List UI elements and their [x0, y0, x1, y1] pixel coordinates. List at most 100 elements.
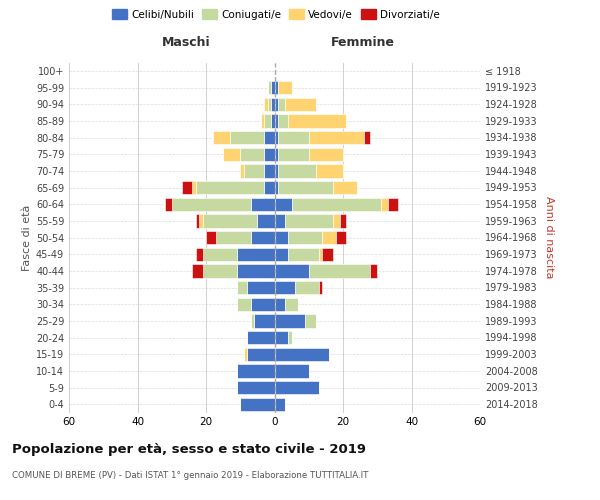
Bar [203, 264, 237, 278]
Bar [275, 364, 309, 378]
Bar [295, 281, 319, 294]
Bar [278, 148, 309, 161]
Bar [196, 214, 199, 228]
Bar [196, 248, 203, 261]
Bar [203, 214, 257, 228]
Bar [247, 348, 275, 361]
Bar [247, 281, 275, 294]
Bar [237, 248, 275, 261]
Bar [316, 164, 343, 177]
Bar [261, 114, 264, 128]
Bar [275, 114, 278, 128]
Bar [278, 131, 309, 144]
Bar [278, 181, 333, 194]
Legend: Celibi/Nubili, Coniugati/e, Vedovi/e, Divorziati/e: Celibi/Nubili, Coniugati/e, Vedovi/e, Di… [108, 5, 444, 24]
Bar [247, 331, 275, 344]
Bar [288, 114, 346, 128]
Bar [254, 314, 275, 328]
Bar [203, 248, 237, 261]
Bar [364, 131, 370, 144]
Bar [305, 314, 316, 328]
Bar [319, 248, 322, 261]
Bar [275, 181, 278, 194]
Bar [285, 214, 333, 228]
Bar [275, 198, 292, 211]
Bar [206, 231, 216, 244]
Bar [309, 148, 343, 161]
Bar [240, 148, 264, 161]
Bar [268, 81, 271, 94]
Bar [251, 198, 275, 211]
Bar [309, 131, 364, 144]
Bar [275, 381, 319, 394]
Bar [288, 248, 319, 261]
Y-axis label: Anni di nascita: Anni di nascita [544, 196, 554, 278]
Bar [172, 198, 251, 211]
Bar [223, 148, 240, 161]
Bar [340, 214, 346, 228]
Bar [275, 98, 278, 111]
Bar [182, 181, 193, 194]
Bar [271, 81, 275, 94]
Bar [275, 331, 288, 344]
Bar [237, 381, 275, 394]
Bar [268, 98, 271, 111]
Bar [275, 164, 278, 177]
Bar [193, 181, 196, 194]
Bar [244, 164, 264, 177]
Bar [240, 398, 275, 411]
Y-axis label: Fasce di età: Fasce di età [22, 204, 32, 270]
Bar [275, 131, 278, 144]
Bar [275, 314, 305, 328]
Bar [264, 148, 275, 161]
Bar [322, 248, 333, 261]
Text: Popolazione per età, sesso e stato civile - 2019: Popolazione per età, sesso e stato civil… [12, 442, 366, 456]
Bar [278, 164, 316, 177]
Bar [275, 231, 288, 244]
Bar [380, 198, 388, 211]
Bar [288, 331, 292, 344]
Bar [237, 298, 251, 311]
Bar [240, 164, 244, 177]
Bar [216, 231, 251, 244]
Bar [278, 81, 292, 94]
Bar [275, 264, 309, 278]
Bar [285, 298, 298, 311]
Bar [309, 264, 370, 278]
Bar [264, 131, 275, 144]
Bar [275, 298, 285, 311]
Bar [230, 131, 264, 144]
Bar [264, 181, 275, 194]
Bar [275, 81, 278, 94]
Bar [275, 214, 285, 228]
Bar [275, 281, 295, 294]
Bar [275, 348, 329, 361]
Bar [275, 398, 285, 411]
Text: COMUNE DI BREME (PV) - Dati ISTAT 1° gennaio 2019 - Elaborazione TUTTITALIA.IT: COMUNE DI BREME (PV) - Dati ISTAT 1° gen… [12, 471, 368, 480]
Bar [319, 281, 322, 294]
Bar [237, 364, 275, 378]
Bar [237, 281, 247, 294]
Bar [288, 231, 322, 244]
Bar [388, 198, 398, 211]
Bar [333, 214, 340, 228]
Text: Femmine: Femmine [331, 36, 395, 49]
Bar [251, 314, 254, 328]
Bar [257, 214, 275, 228]
Bar [292, 198, 380, 211]
Bar [237, 264, 275, 278]
Bar [199, 214, 203, 228]
Bar [165, 198, 172, 211]
Bar [196, 181, 264, 194]
Bar [251, 231, 275, 244]
Bar [213, 131, 230, 144]
Bar [244, 348, 247, 361]
Text: Maschi: Maschi [162, 36, 211, 49]
Bar [264, 98, 268, 111]
Bar [278, 98, 285, 111]
Bar [251, 298, 275, 311]
Bar [275, 248, 288, 261]
Bar [192, 264, 203, 278]
Bar [264, 114, 271, 128]
Bar [271, 114, 275, 128]
